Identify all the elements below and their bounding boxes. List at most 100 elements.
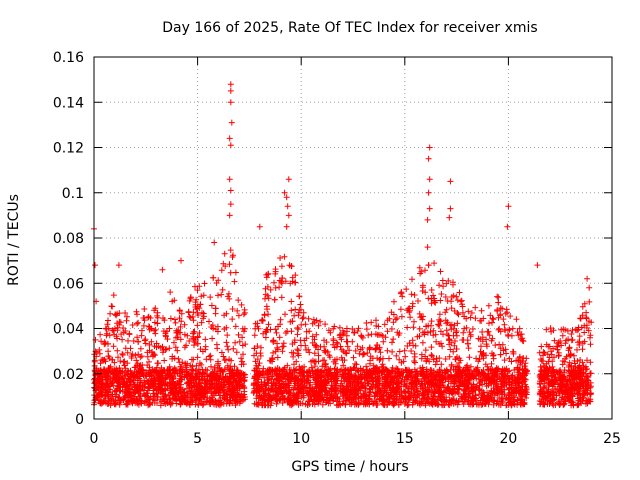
roti-point — [421, 380, 428, 387]
roti-point — [289, 274, 296, 281]
roti-point — [311, 397, 318, 404]
roti-point — [218, 291, 225, 298]
roti-point — [392, 373, 399, 379]
roti-point — [251, 352, 257, 359]
roti-point — [340, 362, 347, 369]
roti-point — [478, 369, 485, 375]
roti-point — [285, 390, 292, 397]
roti-point — [437, 297, 444, 304]
roti-point — [104, 388, 111, 394]
roti-point — [178, 363, 185, 370]
roti-point — [566, 344, 573, 351]
roti-point — [215, 292, 221, 299]
roti-point — [569, 376, 576, 383]
roti-point — [200, 390, 207, 396]
roti-point — [497, 311, 504, 318]
roti-point — [340, 392, 347, 399]
roti-point — [338, 346, 345, 353]
roti-point — [108, 391, 115, 398]
roti-point — [281, 372, 288, 379]
roti-point — [411, 292, 418, 298]
roti-point — [563, 353, 570, 360]
roti-point — [403, 286, 410, 293]
roti-point — [448, 372, 455, 379]
roti-point — [305, 315, 312, 322]
roti-point — [262, 334, 269, 341]
roti-point — [354, 328, 361, 334]
roti-point — [560, 326, 567, 333]
roti-point — [481, 372, 488, 379]
roti-point — [133, 357, 140, 364]
roti-point — [221, 366, 228, 373]
roti-point — [373, 317, 379, 324]
roti-point — [556, 402, 563, 408]
roti-point — [443, 306, 450, 313]
roti-point — [543, 384, 549, 391]
roti-point — [282, 278, 289, 285]
roti-point — [215, 358, 221, 365]
roti-point — [136, 386, 143, 393]
roti-point — [171, 367, 178, 374]
roti-point — [134, 311, 140, 318]
roti-point — [207, 397, 214, 404]
roti-point — [407, 369, 414, 376]
roti-point — [200, 401, 207, 408]
roti-point — [454, 363, 461, 370]
roti-point — [553, 392, 560, 399]
roti-point — [361, 392, 368, 399]
roti-point — [504, 309, 511, 316]
roti-point — [100, 368, 107, 375]
roti-point — [381, 402, 388, 409]
roti-point — [587, 370, 593, 377]
roti-point — [194, 287, 201, 294]
roti-point — [157, 402, 164, 409]
roti-point — [195, 366, 202, 373]
roti-point — [187, 399, 194, 406]
roti-point — [372, 345, 379, 352]
roti-point — [132, 393, 138, 400]
roti-point — [311, 350, 318, 357]
roti-point — [277, 316, 284, 323]
roti-point — [172, 344, 179, 351]
roti-point — [523, 395, 530, 401]
roti-point — [143, 390, 150, 397]
roti-point — [238, 301, 245, 308]
roti-point — [288, 298, 295, 305]
roti-point — [540, 349, 547, 356]
roti-point — [299, 315, 306, 322]
roti-point — [389, 375, 396, 382]
roti-point — [503, 402, 510, 409]
roti-point — [208, 302, 215, 309]
roti-point — [130, 338, 137, 344]
roti-point — [264, 371, 271, 377]
roti-point — [208, 363, 214, 370]
roti-point — [322, 360, 329, 367]
roti-point — [150, 375, 157, 382]
roti-point — [405, 305, 412, 312]
roti-point — [114, 335, 121, 342]
roti-point — [513, 316, 520, 323]
roti-point — [300, 390, 307, 397]
roti-point — [460, 329, 467, 336]
roti-point — [302, 401, 309, 408]
roti-point — [232, 323, 239, 330]
roti-point — [452, 356, 459, 363]
roti-point — [192, 373, 199, 380]
roti-point — [396, 356, 403, 363]
roti-point — [374, 391, 381, 398]
roti-point — [472, 392, 479, 399]
roti-point — [441, 373, 448, 380]
roti-point — [171, 391, 178, 398]
roti-point — [162, 333, 169, 340]
roti-point — [419, 339, 426, 346]
roti-point — [499, 371, 506, 378]
roti-point — [155, 372, 162, 379]
roti-point — [144, 362, 151, 369]
roti-point — [233, 349, 240, 356]
roti-point — [583, 314, 590, 321]
roti-point — [157, 396, 164, 403]
roti-point — [252, 373, 259, 379]
roti-point — [213, 401, 220, 408]
roti-point — [343, 350, 350, 357]
roti-point — [288, 328, 295, 335]
